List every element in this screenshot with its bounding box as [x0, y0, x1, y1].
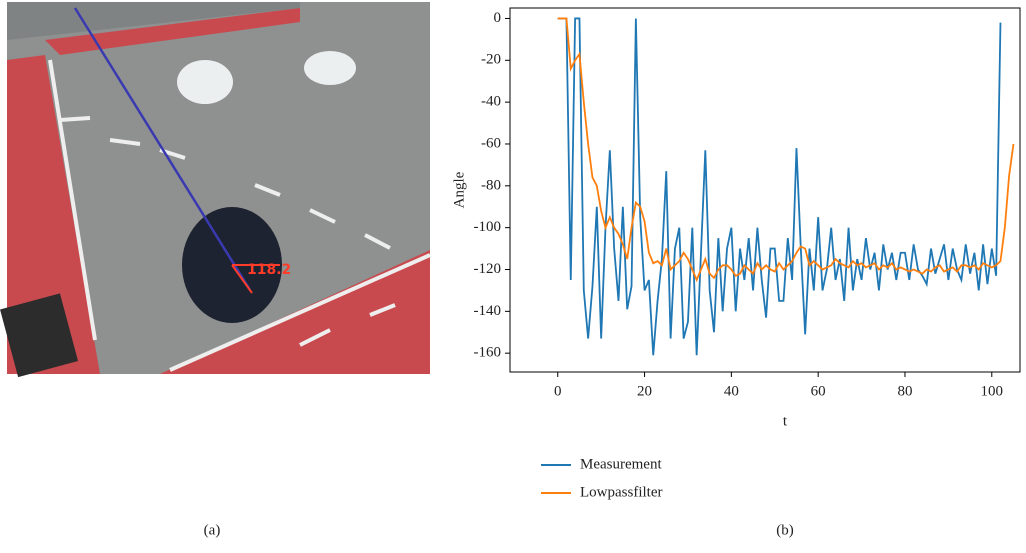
- x-tick-label: 0: [554, 383, 562, 399]
- y-tick-label: -40: [481, 94, 501, 110]
- x-axis-label: t: [783, 413, 788, 429]
- y-tick-label: -120: [474, 261, 502, 277]
- series-line: [557, 17, 1002, 356]
- y-tick-label: -100: [474, 219, 502, 235]
- x-tick-label: 40: [724, 383, 739, 399]
- x-tick-label: 60: [811, 383, 826, 399]
- y-tick-label: -80: [481, 177, 501, 193]
- plot-frame: [509, 7, 1021, 373]
- x-tick-label: 20: [637, 383, 652, 399]
- legend-label: Lowpassfilter: [580, 484, 662, 500]
- y-tick-label: -140: [474, 303, 502, 319]
- y-axis-label: Angle: [451, 171, 467, 208]
- caption: (a): [204, 522, 221, 538]
- y-tick-label: -20: [481, 52, 501, 68]
- caption: (b): [776, 522, 794, 538]
- angle-annotation: 118.2: [247, 262, 291, 278]
- x-tick-label: 80: [897, 383, 912, 399]
- legend-label: Measurement: [580, 456, 662, 472]
- y-tick-label: -160: [474, 345, 502, 361]
- y-tick-label: 0: [494, 10, 502, 26]
- x-tick-label: 100: [981, 383, 1004, 399]
- series-line: [557, 17, 1015, 283]
- y-tick-label: -60: [481, 135, 501, 151]
- photo: 118.2: [0, 2, 431, 378]
